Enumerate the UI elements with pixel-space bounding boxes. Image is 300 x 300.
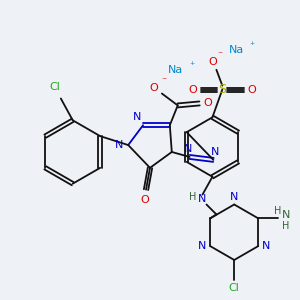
- Text: O: O: [188, 85, 197, 94]
- Text: N: N: [198, 241, 206, 251]
- Text: N: N: [282, 210, 290, 220]
- Text: N: N: [184, 144, 192, 154]
- Text: Cl: Cl: [50, 82, 60, 92]
- Text: ⁺: ⁺: [189, 61, 194, 71]
- Text: H: H: [274, 206, 282, 216]
- Text: ⁻: ⁻: [161, 76, 166, 87]
- Text: O: O: [203, 98, 212, 108]
- Text: Na: Na: [229, 45, 244, 55]
- Text: N: N: [211, 147, 220, 157]
- Text: N: N: [133, 112, 141, 122]
- Text: ⁺: ⁺: [249, 41, 255, 51]
- Text: O: O: [150, 82, 158, 93]
- Text: ⁻: ⁻: [218, 50, 223, 60]
- Text: H: H: [282, 221, 290, 231]
- Text: N: N: [115, 140, 124, 150]
- Text: Na: Na: [168, 65, 183, 75]
- Text: N: N: [198, 194, 207, 203]
- Text: S: S: [218, 83, 226, 96]
- Text: Cl: Cl: [229, 283, 240, 293]
- Text: N: N: [230, 192, 238, 202]
- Text: O: O: [208, 57, 217, 67]
- Text: H: H: [189, 192, 196, 202]
- Text: O: O: [248, 85, 256, 94]
- Text: N: N: [262, 241, 270, 251]
- Text: O: O: [141, 194, 149, 205]
